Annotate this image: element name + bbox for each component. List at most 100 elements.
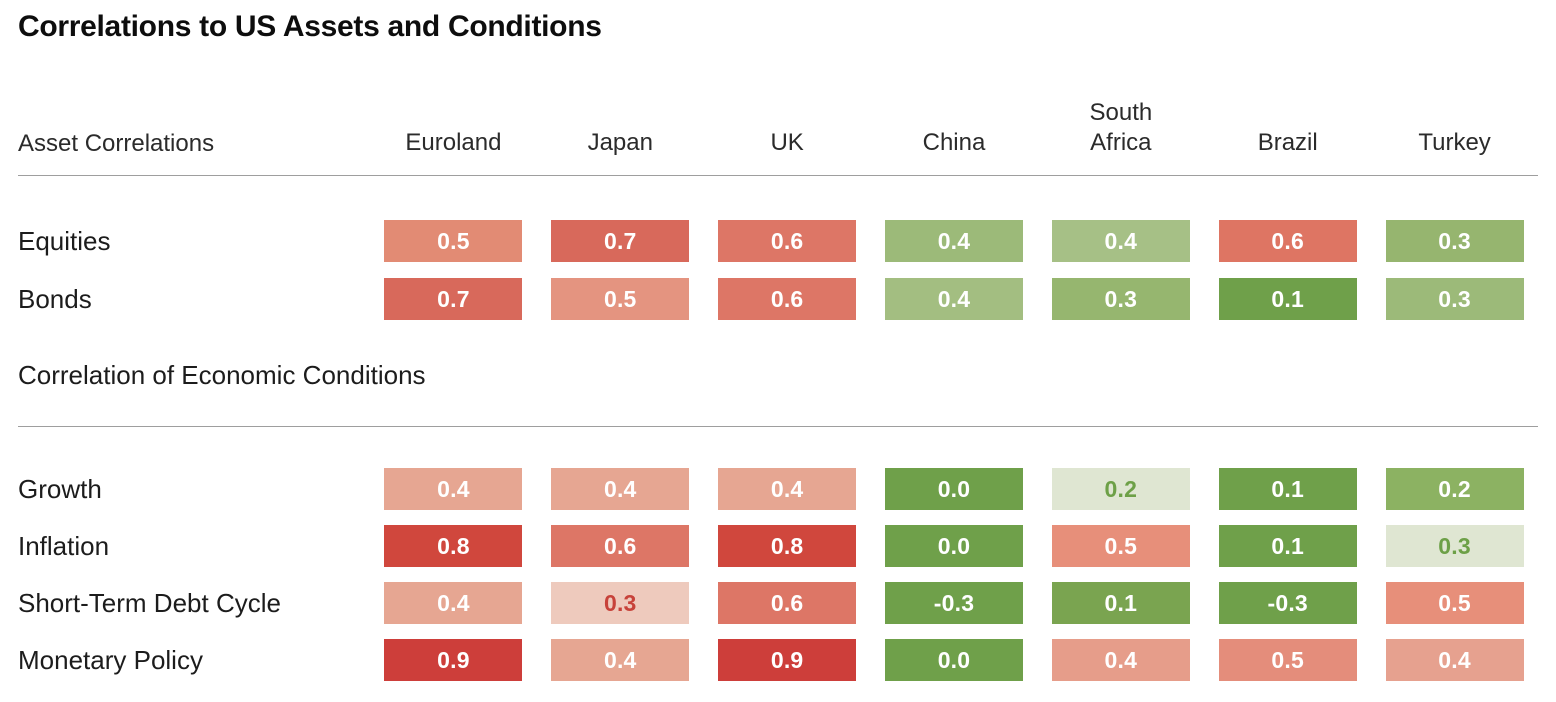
cell-slot: 0.1 xyxy=(1204,468,1371,510)
correlation-cell: 0.8 xyxy=(718,525,857,567)
cell-slot: -0.3 xyxy=(1204,582,1371,624)
row-label: Growth xyxy=(18,473,102,504)
correlation-cell: 0.5 xyxy=(1218,639,1357,681)
correlation-cell: 0.4 xyxy=(551,468,690,510)
cell-slot: 0.5 xyxy=(1037,525,1204,567)
correlation-cell: 0.1 xyxy=(1218,525,1357,567)
correlation-cell: 0.4 xyxy=(384,468,523,510)
correlation-cell: 0.2 xyxy=(1051,468,1190,510)
column-header-south-africa: South Africa xyxy=(1089,99,1153,156)
cell-slot: 0.4 xyxy=(370,582,537,624)
section-divider xyxy=(18,426,1538,427)
correlation-cell: 0.6 xyxy=(1218,220,1357,262)
cell-slot: 0.4 xyxy=(1371,639,1538,681)
correlation-cell: 0.9 xyxy=(384,639,523,681)
column-header-japan: Japan xyxy=(587,129,653,156)
cell-slot: 0.9 xyxy=(704,639,871,681)
correlation-cell: 0.0 xyxy=(884,468,1023,510)
column-header-turkey: Turkey xyxy=(1418,129,1491,156)
column-header-china: China xyxy=(922,129,986,156)
correlation-cell: 0.4 xyxy=(884,278,1023,320)
correlation-heatmap-page: Correlations to US Assets and Conditions… xyxy=(18,10,1538,681)
column-header-uk: UK xyxy=(770,129,804,156)
cell-slot: 0.1 xyxy=(1037,582,1204,624)
cell-slot: 0.4 xyxy=(871,220,1038,262)
correlation-cell: 0.4 xyxy=(1385,639,1524,681)
cell-slot: 0.6 xyxy=(704,220,871,262)
correlation-cell: 0.4 xyxy=(551,639,690,681)
section-rows: Equities 0.5 0.7 0.6 0.4 0.4 0.6 0.3 Bonds 0.7 0.5… xyxy=(18,220,1538,320)
correlation-cell: 0.1 xyxy=(1218,468,1357,510)
correlation-cell: 0.6 xyxy=(718,220,857,262)
column-header-brazil: Brazil xyxy=(1257,129,1318,156)
cell-slot: 0.4 xyxy=(1037,220,1204,262)
cell-slot: 0.3 xyxy=(1371,525,1538,567)
correlation-cell: 0.0 xyxy=(884,525,1023,567)
correlation-cell: -0.3 xyxy=(1218,582,1357,624)
correlation-cell: 0.6 xyxy=(718,582,857,624)
cell-slot: 0.3 xyxy=(537,582,704,624)
correlation-cell: 0.8 xyxy=(384,525,523,567)
correlation-cell: 0.2 xyxy=(1385,468,1524,510)
correlation-cell: 0.3 xyxy=(1385,278,1524,320)
correlation-cell: 0.4 xyxy=(384,582,523,624)
row-label: Monetary Policy xyxy=(18,644,203,675)
table-header-row: Asset Correlations Euroland Japan UK China S… xyxy=(18,98,1538,176)
cell-slot: 0.0 xyxy=(871,639,1038,681)
correlation-cell: 0.5 xyxy=(551,278,690,320)
row-label: Short-Term Debt Cycle xyxy=(18,587,281,618)
cell-slot: 0.3 xyxy=(1037,278,1204,320)
correlation-cell: 0.4 xyxy=(718,468,857,510)
table-body: Equities 0.5 0.7 0.6 0.4 0.4 0.6 0.3 Bonds 0.7 0.5… xyxy=(18,220,1538,681)
column-header-euroland: Euroland xyxy=(405,129,502,156)
cell-slot: 0.7 xyxy=(370,278,537,320)
cell-slot: 0.3 xyxy=(1371,220,1538,262)
correlation-cell: 0.4 xyxy=(884,220,1023,262)
cell-slot: 0.4 xyxy=(1037,639,1204,681)
correlation-cell: 0.9 xyxy=(718,639,857,681)
cell-slot: 0.1 xyxy=(1204,278,1371,320)
cell-slot: -0.3 xyxy=(871,582,1038,624)
cell-slot: 0.4 xyxy=(370,468,537,510)
correlation-cell: 0.1 xyxy=(1051,582,1190,624)
correlation-cell: 0.0 xyxy=(884,639,1023,681)
correlation-cell: 0.5 xyxy=(1385,582,1524,624)
correlation-cell: 0.4 xyxy=(1051,220,1190,262)
cell-slot: 0.7 xyxy=(537,220,704,262)
correlation-cell: 0.6 xyxy=(551,525,690,567)
correlation-cell: 0.1 xyxy=(1218,278,1357,320)
cell-slot: 0.4 xyxy=(871,278,1038,320)
cell-slot: 0.0 xyxy=(871,468,1038,510)
correlation-cell: 0.7 xyxy=(384,278,523,320)
correlation-cell: 0.3 xyxy=(1385,525,1524,567)
table-row-growth: Growth 0.4 0.4 0.4 0.0 0.2 0.1 0.2 xyxy=(18,468,1538,510)
row-label: Bonds xyxy=(18,283,92,314)
cell-slot: 0.4 xyxy=(704,468,871,510)
cell-slot: 0.3 xyxy=(1371,278,1538,320)
table-row-bonds: Bonds 0.7 0.5 0.6 0.4 0.3 0.1 0.3 xyxy=(18,278,1538,320)
correlation-cell: 0.3 xyxy=(1385,220,1524,262)
correlation-cell: 0.5 xyxy=(1051,525,1190,567)
cell-slot: 0.5 xyxy=(1371,582,1538,624)
table-row-equities: Equities 0.5 0.7 0.6 0.4 0.4 0.6 0.3 xyxy=(18,220,1538,262)
page-title: Correlations to US Assets and Conditions xyxy=(18,10,602,43)
cell-slot: 0.5 xyxy=(537,278,704,320)
table-row-inflation: Inflation 0.8 0.6 0.8 0.0 0.5 0.1 0.3 xyxy=(18,525,1538,567)
correlation-cell: 0.3 xyxy=(1051,278,1190,320)
cell-slot: 0.9 xyxy=(370,639,537,681)
cell-slot: 0.4 xyxy=(537,639,704,681)
correlation-cell: 0.3 xyxy=(551,582,690,624)
row-label: Equities xyxy=(18,225,111,256)
table-row-monetary-policy: Monetary Policy 0.9 0.4 0.9 0.0 0.4 0.5 0.4 xyxy=(18,639,1538,681)
cell-slot: 0.6 xyxy=(704,582,871,624)
section-rows: Growth 0.4 0.4 0.4 0.0 0.2 0.1 0.2 Inflation 0.8 0… xyxy=(18,468,1538,681)
header-asset-correlations: Asset Correlations xyxy=(18,130,215,157)
cell-slot: 0.1 xyxy=(1204,525,1371,567)
cell-slot: 0.6 xyxy=(537,525,704,567)
correlation-cell: 0.7 xyxy=(551,220,690,262)
correlation-cell: -0.3 xyxy=(884,582,1023,624)
cell-slot: 0.5 xyxy=(1204,639,1371,681)
section-title-correlation-of-economic-conditions: Correlation of Economic Conditions xyxy=(18,360,426,390)
cell-slot: 0.8 xyxy=(370,525,537,567)
cell-slot: 0.8 xyxy=(704,525,871,567)
